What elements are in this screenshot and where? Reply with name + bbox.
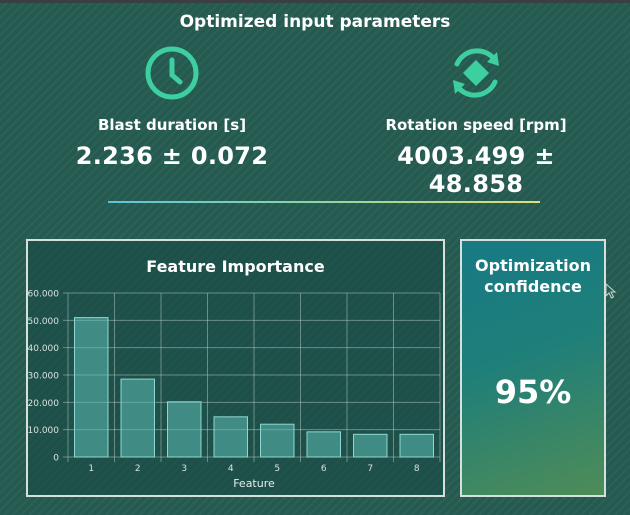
x-tick-label: 3 (181, 464, 187, 474)
x-tick-label: 8 (414, 464, 420, 474)
x-tick-label: 5 (274, 464, 280, 474)
x-tick-label: 2 (135, 464, 141, 474)
bar (353, 433, 388, 458)
y-tick-label: 30.000 (28, 372, 59, 382)
bar (399, 433, 434, 458)
rotation-speed-parameter: Rotation speed [rpm] 4003.499 ± 48.858 (346, 44, 606, 198)
x-tick-label: 7 (367, 464, 373, 474)
x-axis-label: Feature (233, 477, 275, 490)
bar (74, 317, 109, 458)
y-tick-label: 60.000 (28, 290, 59, 300)
feature-importance-title: Feature Importance (146, 257, 325, 276)
bar (306, 431, 341, 458)
bar (213, 416, 248, 458)
x-tick-label: 4 (228, 464, 234, 474)
bar (260, 423, 295, 458)
y-tick-label: 20.000 (28, 399, 59, 409)
optimization-confidence-panel: Optimization confidence 95% (460, 239, 606, 497)
bar (167, 401, 202, 458)
bar (120, 378, 155, 458)
blast-duration-parameter: Blast duration [s] 2.236 ± 0.072 (42, 44, 302, 170)
page-title: Optimized input parameters (179, 12, 451, 32)
feature-importance-panel: Feature Importance 60.000 50.000 40.000 30.… (26, 239, 445, 497)
top-edge-bar (0, 0, 630, 3)
x-tick-label: 6 (321, 464, 327, 474)
feature-importance-chart: 60.000 50.000 40.000 30.000 20.000 10.000 0 1 2 3… (28, 290, 441, 490)
confidence-title-line1: Optimization (475, 256, 591, 275)
mouse-cursor-icon (605, 283, 617, 299)
rotate-diamond-icon (447, 44, 505, 102)
confidence-value: 95% (494, 373, 572, 411)
y-tick-label: 0 (53, 454, 59, 464)
gradient-divider (108, 201, 540, 203)
confidence-title: Optimization confidence (462, 255, 604, 297)
confidence-title-line2: confidence (484, 277, 582, 296)
y-tick-label: 50.000 (28, 317, 59, 327)
y-tick-label: 40.000 (28, 344, 59, 354)
rotation-speed-value: 4003.499 ± 48.858 (397, 142, 555, 198)
x-tick-label: 1 (88, 464, 94, 474)
rotation-speed-label: Rotation speed [rpm] (385, 116, 567, 134)
blast-duration-label: Blast duration [s] (97, 116, 247, 134)
clock-icon (143, 44, 201, 102)
y-tick-label: 10.000 (28, 426, 59, 436)
blast-duration-value: 2.236 ± 0.072 (75, 142, 269, 170)
